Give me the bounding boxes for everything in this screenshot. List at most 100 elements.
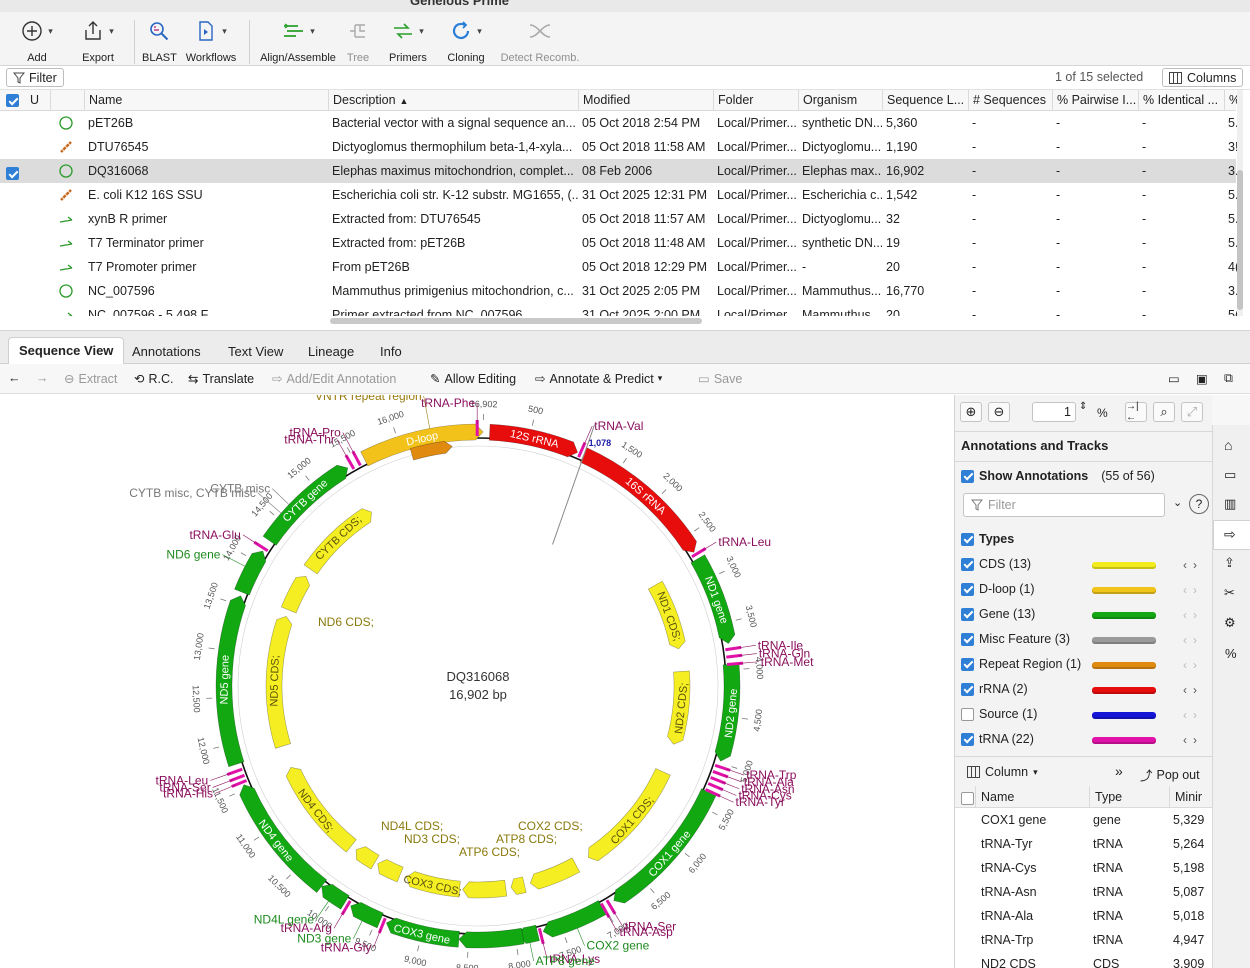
annotation-row[interactable]: ND2 CDS CDS 3,909 <box>955 952 1213 968</box>
type-row[interactable]: Source (1) <box>961 707 1037 721</box>
feature-gene[interactable] <box>262 464 349 546</box>
annotation-row[interactable]: tRNA-Cys tRNA 5,198 <box>955 856 1213 880</box>
save-button[interactable]: ▭ Save <box>698 371 743 387</box>
cds-label[interactable]: ATP8 CDS; <box>496 832 557 846</box>
annotation-label[interactable]: VNTR repeat region <box>315 395 422 403</box>
table-row[interactable]: T7 Terminator primer Extracted from: pET2… <box>0 231 1238 255</box>
annotation-label[interactable]: tRNA-Tyr <box>736 795 785 809</box>
zoom-to-selection-button[interactable]: ⌕ <box>1153 402 1175 422</box>
duplicate-view-icon[interactable]: ⧉ <box>1224 371 1233 385</box>
type-checkbox[interactable] <box>961 582 974 596</box>
row-checkbox[interactable] <box>0 207 26 231</box>
annotation-label[interactable]: tRNA-Glu <box>189 528 240 542</box>
annotation-label[interactable]: tRNA-Leu <box>156 774 209 788</box>
header-ann-min[interactable]: Minir <box>1169 786 1213 808</box>
row-checkbox[interactable] <box>0 303 26 316</box>
annotation-label[interactable]: tRNA-Pro <box>289 426 341 440</box>
header-organism[interactable]: Organism <box>798 90 882 110</box>
prev-next-annotation-icon[interactable]: ‹› <box>1183 708 1203 722</box>
annotation-label[interactable]: tRNA-Asp <box>620 925 674 939</box>
help-icon[interactable]: ? <box>1189 494 1209 514</box>
blast-button[interactable]: BLAST <box>142 16 177 64</box>
table-row[interactable]: NC_007596 - 5,498 F Primer extracted from… <box>0 303 1238 316</box>
annotation-label[interactable]: tRNA-Phe <box>421 396 475 410</box>
feature-gene[interactable] <box>215 595 246 768</box>
prev-next-annotation-icon[interactable]: ‹› <box>1183 733 1203 747</box>
table-row[interactable]: xynB R primer Extracted from: DTU76545 05 … <box>0 207 1238 231</box>
extract-button[interactable]: ⊖ Extract <box>64 371 118 387</box>
annotation-filter-input[interactable]: Filter <box>963 493 1165 517</box>
header-percent[interactable]: % <box>1224 90 1238 110</box>
types-toggle[interactable]: Types <box>961 532 1014 546</box>
header-name[interactable]: Name <box>84 90 328 110</box>
type-checkbox[interactable] <box>961 557 974 571</box>
feature-gene[interactable] <box>385 917 460 948</box>
percent-icon[interactable]: % <box>1225 646 1237 661</box>
prev-next-annotation-icon[interactable]: ‹› <box>1183 658 1203 672</box>
annotation-row[interactable]: tRNA-Trp tRNA 4,947 <box>955 928 1213 952</box>
zoom-input[interactable]: 1 <box>1032 402 1076 422</box>
annotation-label[interactable]: tRNA-Ser <box>159 780 210 794</box>
filter-button[interactable]: Filter <box>6 68 64 87</box>
header-folder[interactable]: Folder <box>713 90 798 110</box>
translate-button[interactable]: ⇆ Translate <box>188 371 255 387</box>
header-identical[interactable]: % Identical ... <box>1138 90 1224 110</box>
annotation-label[interactable]: ND3 gene <box>297 932 351 946</box>
feature-cds[interactable] <box>280 575 311 614</box>
type-row[interactable]: D-loop (1) <box>961 582 1035 596</box>
header-modified[interactable]: Modified <box>578 90 713 110</box>
scrollbar-thumb[interactable] <box>1237 170 1243 310</box>
feature-cds[interactable] <box>285 766 357 853</box>
gear-icon[interactable]: ⚙ <box>1224 615 1236 630</box>
annotation-label[interactable]: ND6 gene <box>166 548 220 562</box>
table-row[interactable]: pET26B Bacterial vector with a signal seq… <box>0 111 1238 135</box>
feature-cds[interactable] <box>355 846 380 870</box>
cds-label[interactable]: COX2 CDS; <box>518 819 583 833</box>
header-sequences[interactable]: # Sequences <box>968 90 1052 110</box>
prev-next-annotation-icon[interactable]: ‹› <box>1183 608 1203 622</box>
fullscreen-button[interactable]: ⤢ <box>1181 402 1203 422</box>
feature-gene[interactable] <box>239 784 328 893</box>
annotation-label[interactable]: tRNA-Val <box>594 419 643 433</box>
detect-recombination-button[interactable]: Detect Recomb. <box>500 16 580 64</box>
types-checkbox[interactable] <box>961 532 974 546</box>
pop-out-button[interactable]: ⤴ Pop out <box>1140 765 1200 784</box>
add-edit-annotation-button[interactable]: ⇨ Add/Edit Annotation <box>272 371 397 387</box>
type-checkbox[interactable] <box>961 707 974 721</box>
feature-cds[interactable] <box>303 508 372 575</box>
annotation-label[interactable]: tRNA-Ser <box>625 920 676 934</box>
annotation-label[interactable]: CYTB misc <box>210 482 270 496</box>
split-view-icon[interactable]: ▣ <box>1196 372 1208 386</box>
bar-chart-icon[interactable]: ▥ <box>1224 496 1237 511</box>
column-button[interactable]: Column ▾ <box>967 765 1038 779</box>
header-ann-type[interactable]: Type <box>1089 786 1169 808</box>
annotation-row[interactable]: tRNA-Ala tRNA 5,018 <box>955 904 1213 928</box>
annotation-label[interactable]: tRNA-Thr <box>284 433 335 447</box>
align-assemble-button[interactable]: ▾ Align/Assemble <box>258 16 338 64</box>
select-all-annotations-checkbox[interactable] <box>955 786 981 812</box>
table-vertical-scrollbar[interactable] <box>1237 90 1243 316</box>
zoom-out-button[interactable]: ⊖ <box>988 402 1010 422</box>
tab-lineage[interactable]: Lineage <box>308 344 355 359</box>
annotation-label[interactable]: CYTB misc, CYTB misc <box>129 486 256 500</box>
layout-icon[interactable]: ▭ <box>1168 372 1180 386</box>
feature-gene[interactable] <box>321 884 350 910</box>
tab-annotations[interactable]: Annotations <box>132 344 201 359</box>
feature-gene[interactable] <box>690 554 736 644</box>
header-ann-name[interactable]: Name <box>975 786 1089 808</box>
type-row[interactable]: tRNA (22) <box>961 732 1034 746</box>
feature-gene[interactable] <box>714 663 741 762</box>
annotation-label[interactable]: tRNA-Asn <box>741 782 794 796</box>
row-checkbox[interactable] <box>0 135 26 159</box>
back-arrow-icon[interactable]: ← <box>8 371 21 385</box>
prev-next-annotation-icon[interactable]: ‹› <box>1183 558 1203 572</box>
tab-info[interactable]: Info <box>380 344 402 359</box>
feature-cds[interactable] <box>406 871 461 898</box>
type-row[interactable]: rRNA (2) <box>961 682 1028 696</box>
show-annotations-toggle[interactable]: Show Annotations (55 of 56) <box>961 469 1155 483</box>
table-row[interactable]: DTU76545 Dictyoglomus thermophilum beta-1… <box>0 135 1238 159</box>
annotations-tab[interactable]: ⇨ <box>1213 520 1250 550</box>
type-row[interactable]: CDS (13) <box>961 557 1031 571</box>
annotation-label[interactable]: ND4L gene <box>254 912 315 926</box>
